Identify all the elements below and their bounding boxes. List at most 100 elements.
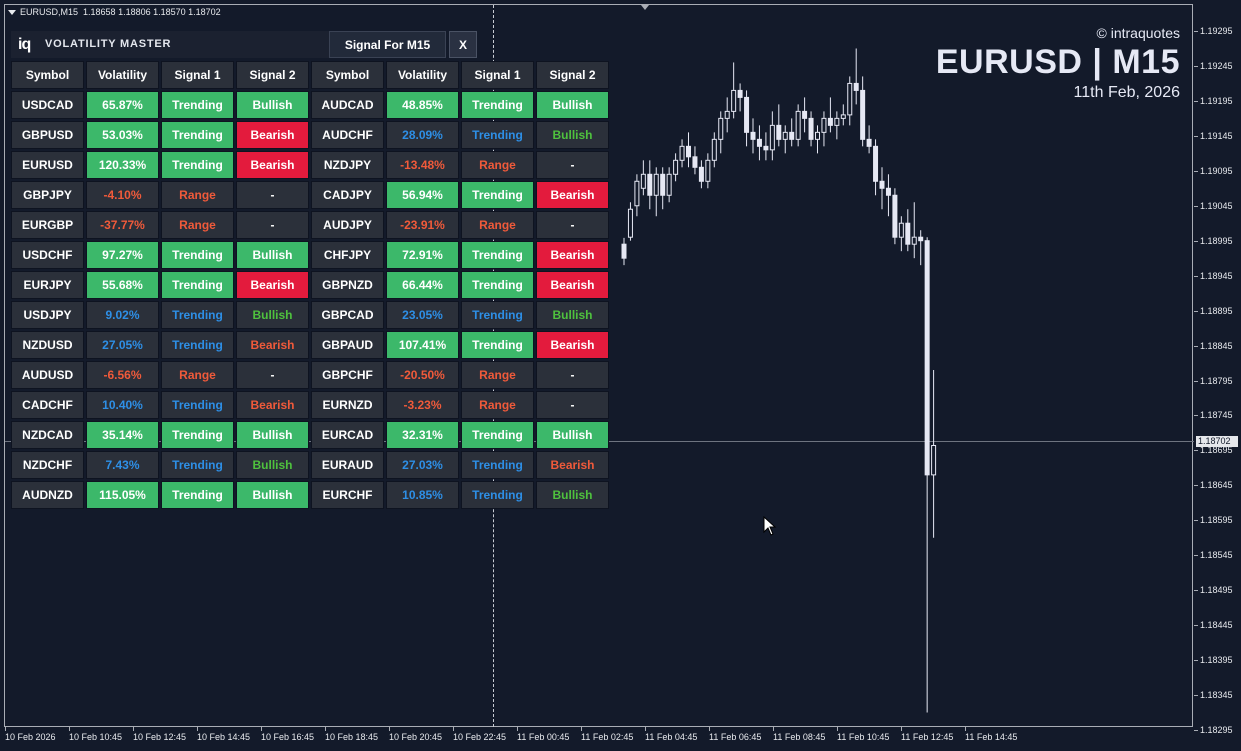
- time-tick: [453, 727, 454, 731]
- price-tick-label: 1.18995: [1200, 236, 1233, 246]
- price-tick: [1194, 415, 1198, 416]
- signal2-cell: Bearish: [536, 331, 609, 359]
- bearish-candle: [873, 145, 879, 182]
- chart-ohlc: 1.18658 1.18806 1.18570 1.18702: [83, 7, 221, 17]
- time-tick: [517, 727, 518, 731]
- volatility-cell: -20.50%: [386, 361, 459, 389]
- price-tick-label: 1.18745: [1200, 410, 1233, 420]
- price-axis[interactable]: 1.18295 1.18345 1.18395 1.18445 1.18495 1.185…: [1194, 0, 1241, 735]
- bullish-candle: [911, 236, 917, 245]
- bearish-candle: [918, 236, 924, 242]
- signal1-cell: Trending: [161, 121, 234, 149]
- time-tick-label: 11 Feb 08:45: [773, 732, 826, 742]
- volatility-cell: 107.41%: [386, 331, 459, 359]
- volatility-cell: 23.05%: [386, 301, 459, 329]
- bearish-candle: [866, 138, 872, 147]
- bearish-candle: [776, 124, 782, 140]
- price-tick-label: 1.18945: [1200, 271, 1233, 281]
- symbol-cell: AUDCAD: [311, 91, 384, 119]
- price-tick: [1194, 485, 1198, 486]
- time-tick-label: 10 Feb 18:45: [325, 732, 379, 742]
- shift-marker-icon[interactable]: [641, 5, 649, 10]
- price-tick-label: 1.18345: [1200, 690, 1233, 700]
- bearish-candle: [860, 89, 866, 140]
- signal2-cell: Bullish: [236, 451, 309, 479]
- volatility-cell: -4.10%: [86, 181, 159, 209]
- panel-header[interactable]: iq VOLATILITY MASTER: [11, 31, 329, 58]
- bearish-candle: [853, 82, 859, 91]
- price-tick-label: 1.18395: [1200, 655, 1233, 665]
- symbol-cell: USDJPY: [11, 301, 84, 329]
- price-tick: [1194, 171, 1198, 172]
- price-tick-label: 1.19095: [1200, 166, 1233, 176]
- chart-symbol-timeframe: EURUSD,M15: [20, 7, 79, 17]
- close-button[interactable]: X: [449, 31, 477, 58]
- time-tick: [389, 727, 390, 731]
- signal2-cell: Bullish: [536, 121, 609, 149]
- signal2-cell: Bearish: [236, 151, 309, 179]
- volatility-cell: 10.40%: [86, 391, 159, 419]
- volatility-cell: -23.91%: [386, 211, 459, 239]
- time-tick-label: 11 Feb 04:45: [645, 732, 698, 742]
- chart-info-bar[interactable]: EURUSD,M15 1.18658 1.18806 1.18570 1.187…: [8, 7, 221, 17]
- signal2-cell: Bullish: [236, 481, 309, 509]
- bullish-candle: [653, 173, 659, 196]
- bearish-candle: [692, 156, 698, 168]
- symbol-cell: EURCAD: [311, 421, 384, 449]
- signal2-cell: -: [236, 181, 309, 209]
- dropdown-triangle-icon[interactable]: [8, 10, 16, 16]
- price-tick: [1194, 660, 1198, 661]
- price-tick-label: 1.19195: [1200, 96, 1233, 106]
- table-header-cell: Volatility: [86, 61, 159, 89]
- symbol-cell: NZDCAD: [11, 421, 84, 449]
- mouse-cursor-icon: [763, 516, 777, 536]
- bullish-candle: [724, 110, 730, 119]
- volatility-cell: 65.87%: [86, 91, 159, 119]
- bullish-candle: [731, 89, 737, 112]
- time-tick: [773, 727, 774, 731]
- bearish-candle: [924, 240, 930, 476]
- symbol-cell: EURJPY: [11, 271, 84, 299]
- bearish-candle: [763, 145, 769, 151]
- signal1-cell: Trending: [461, 121, 534, 149]
- symbol-cell: EURCHF: [311, 481, 384, 509]
- bullish-candle: [627, 208, 633, 238]
- price-tick-label: 1.18845: [1200, 341, 1233, 351]
- signal-timeframe-button[interactable]: Signal For M15: [329, 31, 446, 58]
- time-tick-label: 11 Feb 12:45: [901, 732, 954, 742]
- volatility-cell: 66.44%: [386, 271, 459, 299]
- symbol-cell: NZDCHF: [11, 451, 84, 479]
- signal1-cell: Trending: [461, 331, 534, 359]
- price-tick-label: 1.19045: [1200, 201, 1233, 211]
- signal2-cell: Bearish: [536, 181, 609, 209]
- signal1-cell: Range: [161, 181, 234, 209]
- signal1-cell: Trending: [161, 241, 234, 269]
- time-tick: [261, 727, 262, 731]
- volatility-cell: 7.43%: [86, 451, 159, 479]
- bullish-candle: [666, 173, 672, 196]
- signal1-cell: Trending: [461, 271, 534, 299]
- signal2-cell: Bearish: [536, 271, 609, 299]
- signal2-cell: Bullish: [236, 301, 309, 329]
- price-tick-label: 1.18445: [1200, 620, 1233, 630]
- time-axis[interactable]: 10 Feb 2026 10 Feb 10:45 10 Feb 12:45 10 Fe…: [0, 727, 1194, 751]
- bearish-candle: [737, 89, 743, 98]
- bullish-candle: [640, 173, 646, 189]
- watermark-title: EURUSD | M15: [935, 43, 1180, 81]
- volatility-cell: 27.03%: [386, 451, 459, 479]
- bearish-candle: [885, 187, 891, 196]
- signal1-cell: Trending: [161, 481, 234, 509]
- symbol-cell: CHFJPY: [311, 241, 384, 269]
- price-tick: [1194, 101, 1198, 102]
- bearish-candle: [621, 243, 627, 259]
- bearish-candle: [756, 138, 762, 147]
- signal1-cell: Trending: [161, 301, 234, 329]
- bullish-candle: [782, 131, 788, 140]
- symbol-cell: AUDJPY: [311, 211, 384, 239]
- table-header-cell: Signal 1: [161, 61, 234, 89]
- candlestick-series[interactable]: [0, 0, 1194, 727]
- price-tick: [1194, 381, 1198, 382]
- symbol-cell: AUDCHF: [311, 121, 384, 149]
- symbol-cell: GBPNZD: [311, 271, 384, 299]
